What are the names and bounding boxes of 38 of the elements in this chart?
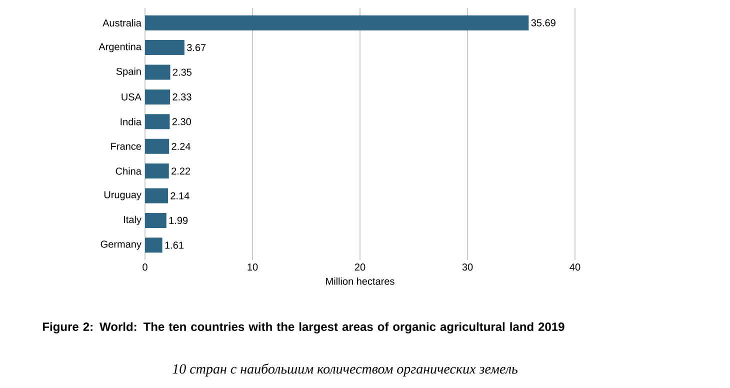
y-tick-label: China xyxy=(116,167,142,175)
y-tick-label: Argentina xyxy=(98,42,142,52)
bar xyxy=(145,238,162,253)
bar xyxy=(145,212,166,228)
data-label: 2.24 xyxy=(172,142,190,150)
data-label: 35.69 xyxy=(531,19,556,26)
x-tick-label: 0 xyxy=(142,264,148,271)
y-tick-label: Germany xyxy=(100,240,142,250)
bar xyxy=(145,64,170,80)
bar xyxy=(145,89,170,104)
y-tick-label: Uruguay xyxy=(104,191,142,200)
text: Figure 2: World: The ten countries with the largest areas of organic agricultural land 2019 xyxy=(43,322,564,334)
data-label: 2.30 xyxy=(172,118,192,126)
bar xyxy=(145,164,169,179)
x-axis-title: Million hectares xyxy=(326,277,394,285)
x-tick-label: 10 xyxy=(248,264,258,271)
x-tick-label: 30 xyxy=(462,264,473,271)
bar xyxy=(145,188,168,204)
bar xyxy=(145,15,529,30)
data-label: 1.61 xyxy=(165,242,184,249)
bar xyxy=(145,114,170,130)
bar xyxy=(145,40,184,56)
y-tick-label: Italy xyxy=(124,216,142,226)
y-tick-label: Australia xyxy=(102,19,142,26)
x-tick-label: 20 xyxy=(354,264,366,271)
y-tick-label: France xyxy=(111,142,142,150)
data-label: 2.35 xyxy=(172,68,192,76)
y-tick-label: India xyxy=(120,118,142,126)
text: 10 стран с наибольшим количеством органических земель xyxy=(172,364,518,376)
data-label: 2.33 xyxy=(172,93,192,100)
y-tick-label: Spain xyxy=(116,68,141,77)
y-tick-label: USA xyxy=(122,93,142,100)
data-label: 2.14 xyxy=(170,192,190,200)
data-label: 3.67 xyxy=(187,44,206,52)
bar xyxy=(145,138,170,154)
x-tick-label: 40 xyxy=(570,264,580,271)
data-label: 1.99 xyxy=(169,216,188,224)
data-label: 2.22 xyxy=(172,168,190,175)
